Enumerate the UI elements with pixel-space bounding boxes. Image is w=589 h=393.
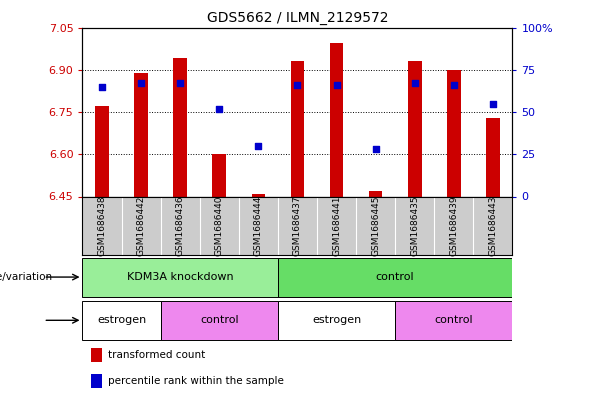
Point bbox=[488, 100, 498, 107]
Text: genotype/variation: genotype/variation bbox=[0, 272, 52, 282]
Text: GSM1686444: GSM1686444 bbox=[254, 196, 263, 256]
Point bbox=[371, 146, 380, 152]
Bar bbox=[330, 43, 343, 196]
Bar bbox=[91, 348, 102, 362]
Bar bbox=[395, 301, 512, 340]
Text: GSM1686438: GSM1686438 bbox=[98, 196, 107, 256]
Bar bbox=[290, 61, 305, 196]
Bar bbox=[134, 73, 148, 196]
Bar bbox=[82, 258, 278, 296]
Bar bbox=[95, 107, 109, 196]
Bar bbox=[278, 301, 395, 340]
Text: GSM1686445: GSM1686445 bbox=[371, 196, 380, 256]
Bar bbox=[252, 194, 265, 196]
Point bbox=[176, 80, 185, 86]
Text: percentile rank within the sample: percentile rank within the sample bbox=[108, 376, 284, 386]
Bar bbox=[278, 258, 512, 296]
Text: GSM1686442: GSM1686442 bbox=[137, 196, 145, 256]
Text: GSM1686441: GSM1686441 bbox=[332, 196, 341, 256]
Point bbox=[214, 105, 224, 112]
Text: control: control bbox=[376, 272, 415, 282]
Point bbox=[293, 82, 302, 88]
Text: estrogen: estrogen bbox=[97, 315, 146, 325]
Bar bbox=[408, 61, 422, 196]
Point bbox=[137, 80, 146, 86]
Text: GSM1686436: GSM1686436 bbox=[176, 196, 185, 256]
Point bbox=[410, 80, 419, 86]
Text: GSM1686443: GSM1686443 bbox=[488, 196, 497, 256]
Text: transformed count: transformed count bbox=[108, 350, 206, 360]
Text: GSM1686439: GSM1686439 bbox=[449, 196, 458, 256]
Bar bbox=[213, 154, 226, 196]
Point bbox=[254, 143, 263, 149]
Text: estrogen: estrogen bbox=[312, 315, 361, 325]
Bar bbox=[161, 301, 278, 340]
Bar bbox=[486, 118, 499, 196]
Text: GSM1686440: GSM1686440 bbox=[215, 196, 224, 256]
Bar bbox=[91, 374, 102, 388]
Point bbox=[97, 83, 107, 90]
Text: control: control bbox=[435, 315, 473, 325]
Bar bbox=[447, 70, 461, 196]
Text: control: control bbox=[200, 315, 239, 325]
Bar bbox=[369, 191, 382, 196]
Bar bbox=[82, 301, 161, 340]
Text: KDM3A knockdown: KDM3A knockdown bbox=[127, 272, 233, 282]
Title: GDS5662 / ILMN_2129572: GDS5662 / ILMN_2129572 bbox=[207, 11, 388, 25]
Point bbox=[332, 82, 341, 88]
Bar bbox=[173, 59, 187, 196]
Point bbox=[449, 82, 458, 88]
Text: GSM1686437: GSM1686437 bbox=[293, 196, 302, 256]
Text: GSM1686435: GSM1686435 bbox=[410, 196, 419, 256]
